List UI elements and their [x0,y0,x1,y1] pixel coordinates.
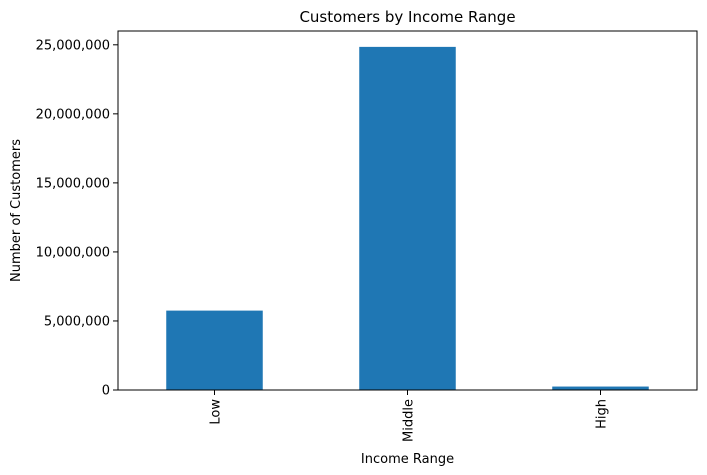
x-axis: Low Middle High [209,390,610,442]
y-tick-label: 15,000,000 [36,176,110,191]
x-axis-label: Income Range [361,452,454,467]
bar-high [552,386,649,390]
y-tick-label: 20,000,000 [36,107,110,122]
x-tick-label-high: High [595,399,610,429]
y-tick-label: 0 [102,384,110,399]
y-tick-label: 25,000,000 [36,38,110,53]
y-axis: 0 5,000,000 10,000,000 15,000,000 20,000,000… [36,38,118,399]
x-tick-label-middle: Middle [402,399,417,442]
y-axis-label: Number of Customers [9,139,24,282]
y-tick-label: 10,000,000 [36,245,110,260]
chart-title: Customers by Income Range [299,8,515,26]
y-tick-label: 5,000,000 [44,314,110,329]
bar-low [166,310,263,390]
x-tick-label-low: Low [209,399,224,425]
bars-layer [166,46,649,390]
bar-middle [359,46,456,390]
plot-frame [117,30,698,391]
